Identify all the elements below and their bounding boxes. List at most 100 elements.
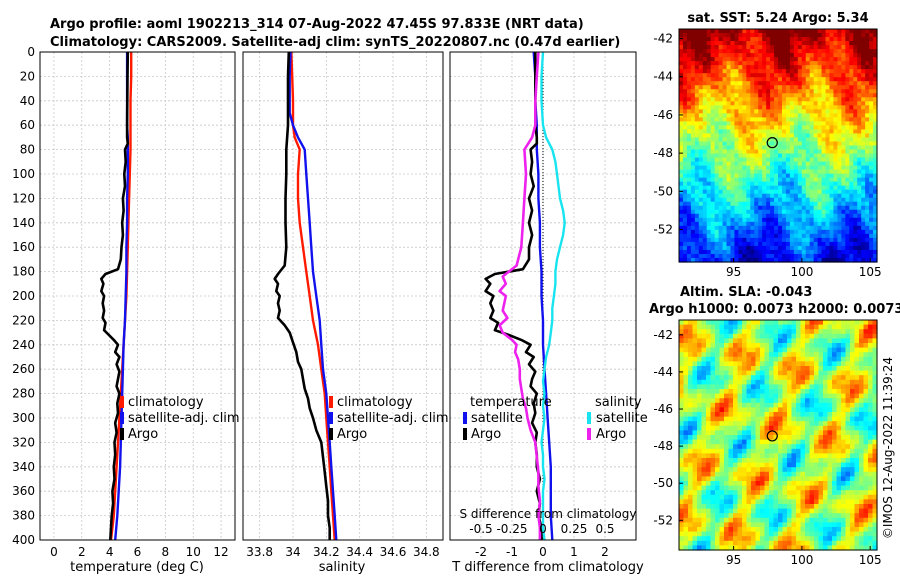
map-cell — [793, 69, 799, 74]
map-cell — [818, 402, 824, 408]
map-cell — [766, 209, 771, 215]
map-cell — [718, 253, 724, 259]
map-cell — [845, 169, 850, 175]
map-cell — [809, 257, 815, 263]
map-cell — [857, 137, 862, 143]
map-cell — [801, 97, 807, 102]
map-cell — [872, 453, 878, 459]
map-cell — [809, 129, 815, 135]
map-cell — [821, 117, 827, 122]
map-cell — [746, 205, 751, 211]
map-cell — [801, 161, 807, 167]
map-cell — [817, 153, 823, 159]
map-cell — [697, 513, 703, 519]
map-cell — [865, 161, 870, 167]
map-y-tick-label: -46 — [653, 108, 673, 122]
map-cell — [868, 370, 874, 376]
map-cell — [853, 205, 858, 211]
map-cell — [737, 356, 743, 362]
map-cell — [754, 101, 759, 106]
map-cell — [710, 508, 716, 514]
map-cell — [789, 173, 795, 179]
map-cell — [724, 375, 730, 381]
map-cell — [793, 177, 799, 183]
map-cell — [789, 205, 795, 211]
map-cell — [841, 485, 847, 491]
map-cell — [845, 462, 851, 468]
x-tick-label: 6 — [134, 545, 142, 559]
map-cell — [724, 499, 730, 505]
map-cell — [823, 504, 829, 510]
map-cell — [679, 366, 685, 372]
map-cell — [845, 412, 851, 418]
map-cell — [769, 412, 775, 418]
map-cell — [697, 324, 703, 330]
sst-map-ticks: 95 100 105-42-44-46-48-50-52 — [653, 32, 881, 279]
map-cell — [706, 471, 712, 477]
map-cell — [825, 77, 831, 82]
map-cell — [833, 57, 838, 62]
map-cell — [701, 338, 707, 344]
map-cell — [692, 407, 698, 413]
map-cell — [738, 85, 743, 90]
map-cell — [809, 329, 815, 335]
map-cell — [730, 177, 736, 183]
map-cell — [869, 113, 874, 118]
map-cell — [722, 165, 728, 171]
map-cell — [813, 121, 819, 127]
map-cell — [728, 347, 734, 353]
map-cell — [841, 439, 847, 445]
map-cell — [793, 85, 799, 90]
map-cell — [730, 157, 736, 163]
map-cell — [715, 462, 721, 468]
salinity-grid — [243, 51, 443, 541]
map-cell — [690, 57, 696, 62]
map-cell — [751, 398, 757, 404]
map-cell — [823, 448, 829, 454]
map-cell — [679, 356, 685, 362]
map-cell — [789, 157, 795, 163]
sla-heatmap — [679, 320, 878, 551]
map-cell — [686, 249, 692, 255]
map-cell — [718, 37, 724, 42]
map-cell — [694, 141, 700, 147]
map-cell — [789, 137, 795, 143]
map-cell — [766, 117, 771, 122]
map-cell — [833, 257, 838, 263]
map-cell — [751, 338, 757, 344]
map-cell — [694, 89, 700, 94]
map-cell — [823, 453, 829, 459]
map-cell — [766, 101, 771, 106]
map-cell — [770, 105, 775, 110]
map-cell — [701, 513, 707, 519]
map-cell — [805, 65, 811, 70]
map-cell — [868, 430, 874, 436]
map-cell — [718, 209, 724, 215]
map-cell — [766, 213, 771, 219]
map-cell — [837, 165, 842, 171]
map-cell — [762, 177, 767, 183]
map-cell — [702, 117, 708, 122]
map-cell — [836, 485, 842, 491]
map-cell — [751, 361, 757, 367]
map-cell — [760, 453, 766, 459]
map-cell — [817, 241, 823, 247]
map-cell — [797, 157, 803, 163]
map-cell — [718, 153, 724, 159]
map-cell — [714, 113, 720, 118]
map-cell — [773, 508, 779, 514]
map-cell — [758, 113, 763, 118]
x-tick-label: 12 — [213, 545, 228, 559]
map-cell — [774, 61, 779, 66]
map-cell — [710, 33, 716, 38]
map-cell — [755, 421, 761, 427]
map-cell — [873, 29, 878, 34]
map-cell — [809, 53, 815, 58]
map-cell — [760, 329, 766, 335]
map-cell — [683, 416, 689, 422]
map-cell — [823, 462, 829, 468]
map-cell — [809, 494, 815, 500]
map-cell — [825, 181, 831, 187]
map-cell — [801, 241, 807, 247]
map-cell — [706, 462, 712, 468]
